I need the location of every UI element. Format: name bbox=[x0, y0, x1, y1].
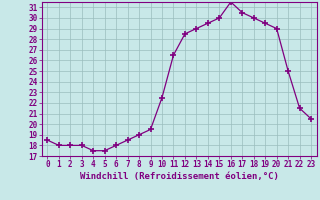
X-axis label: Windchill (Refroidissement éolien,°C): Windchill (Refroidissement éolien,°C) bbox=[80, 172, 279, 181]
